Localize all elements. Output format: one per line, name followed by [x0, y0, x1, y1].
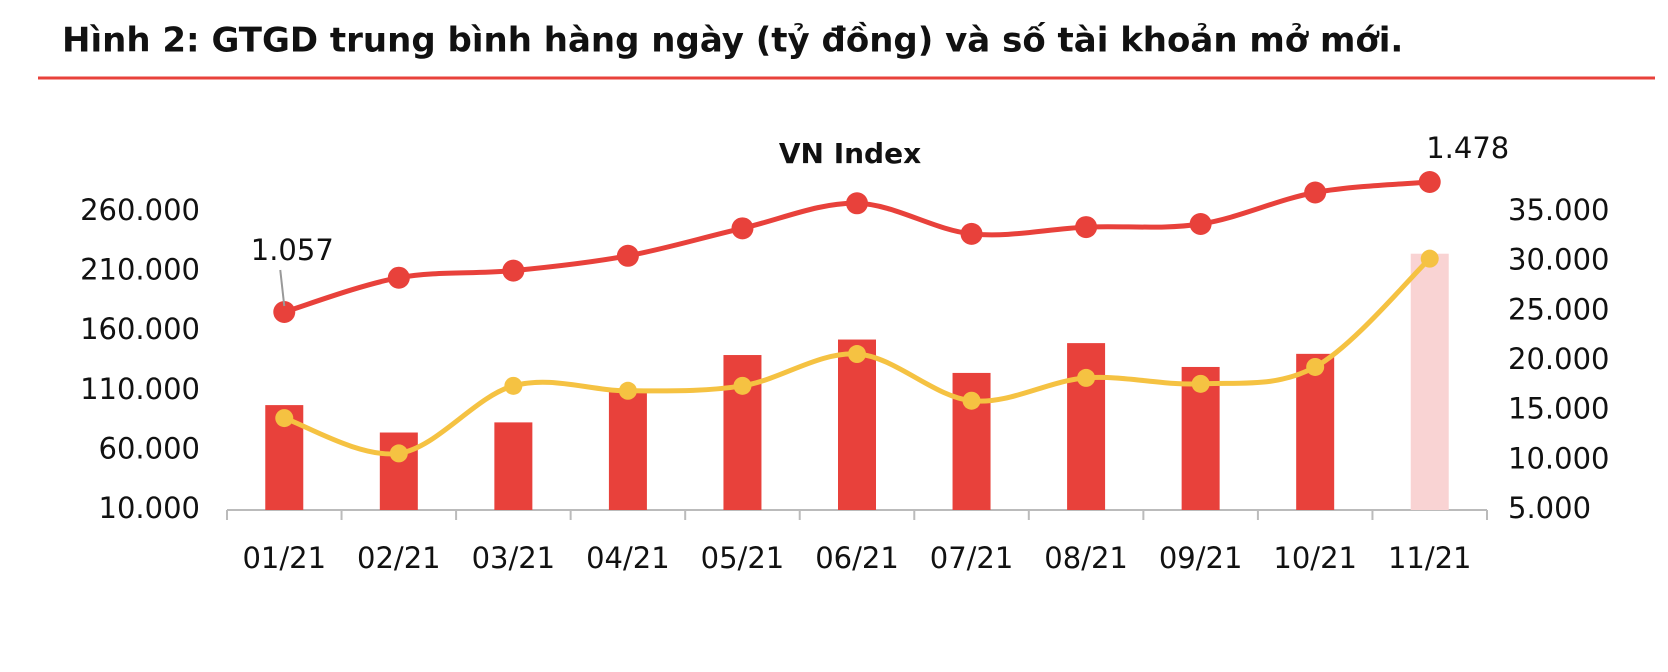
- x-tick-label: 03/21: [472, 541, 556, 575]
- y-tick-label: 110.000: [80, 372, 200, 406]
- bar: [1410, 253, 1449, 510]
- y-tick-label: 10.000: [99, 491, 200, 525]
- y-tick-label: 260.000: [80, 193, 200, 227]
- y2-tick-label: 15.000: [1508, 392, 1609, 426]
- y2-tick-label: 30.000: [1508, 243, 1609, 277]
- x-tick-label: 06/21: [815, 541, 899, 575]
- x-tick-label: 02/21: [357, 541, 441, 575]
- bar: [838, 339, 876, 510]
- bar: [608, 389, 647, 510]
- x-tick-label: 10/21: [1273, 541, 1357, 575]
- y2-tick-label: 20.000: [1508, 342, 1609, 376]
- line-point: [1191, 374, 1210, 393]
- line-point: [1075, 216, 1098, 239]
- series-label: VN Index: [779, 137, 921, 170]
- y2-tick-label: 5.000: [1508, 491, 1591, 525]
- x-tick-label: 01/21: [242, 541, 326, 575]
- y2-tick-label: 25.000: [1508, 292, 1609, 326]
- line-point: [275, 409, 294, 428]
- bar: [494, 422, 533, 510]
- line-point: [848, 345, 866, 364]
- x-tick-label: 05/21: [701, 541, 785, 575]
- line-point: [1077, 368, 1096, 387]
- x-tick-label: 07/21: [930, 541, 1014, 575]
- line-point: [1189, 212, 1212, 235]
- chart-title: Hình 2: GTGD trung bình hàng ngày (tỷ đồ…: [62, 21, 1403, 61]
- y-tick-label: 160.000: [80, 312, 200, 346]
- x-tick-label: 09/21: [1159, 541, 1243, 575]
- line-point: [1418, 171, 1441, 193]
- data-label: 1.057: [251, 233, 334, 267]
- y2-tick-label: 10.000: [1508, 441, 1609, 475]
- line-point: [1306, 357, 1325, 376]
- x-tick-label: 08/21: [1044, 541, 1128, 575]
- x-tick-label: 11/21: [1388, 541, 1472, 575]
- line-point: [389, 444, 408, 463]
- bar: [1067, 343, 1106, 510]
- line-point: [1304, 181, 1327, 204]
- x-tick-label: 04/21: [586, 541, 670, 575]
- line-point: [502, 259, 525, 282]
- y-tick-label: 210.000: [80, 253, 200, 287]
- line-point: [387, 266, 410, 289]
- bar: [1296, 353, 1335, 510]
- line-point: [504, 376, 523, 395]
- line-point: [273, 301, 296, 323]
- line-point: [618, 381, 637, 400]
- line-point: [846, 192, 868, 215]
- y-tick-label: 60.000: [99, 431, 200, 465]
- line-point: [616, 244, 639, 267]
- data-label: 1.478: [1426, 131, 1509, 165]
- line-point: [733, 376, 752, 395]
- line-point: [1420, 249, 1439, 268]
- y2-tick-label: 35.000: [1508, 193, 1609, 227]
- label-leader: [279, 269, 286, 307]
- bar: [379, 432, 418, 510]
- line-point: [731, 217, 754, 240]
- line-point: [960, 222, 983, 245]
- line-point: [962, 391, 981, 410]
